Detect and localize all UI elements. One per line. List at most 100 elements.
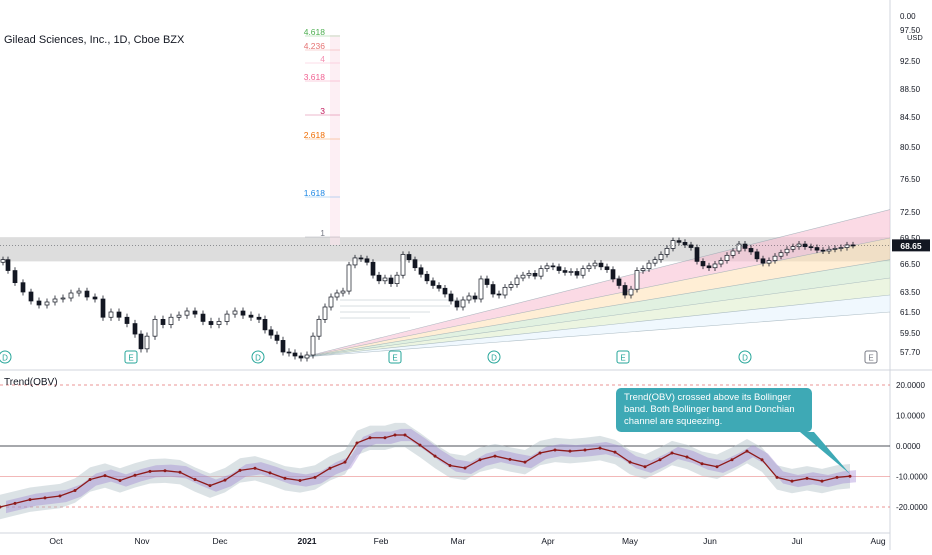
indicator-tick-label: -10.0000 <box>896 473 928 482</box>
candle-body <box>616 278 622 286</box>
candle-body <box>628 288 634 296</box>
candle-body <box>568 271 574 273</box>
candle-body <box>328 296 334 308</box>
obv-point <box>538 451 542 455</box>
price-tick-label: 84.50 <box>900 113 921 122</box>
candle-body <box>370 261 376 276</box>
bollinger-band <box>6 428 856 514</box>
candle-body <box>216 321 222 325</box>
candle-body <box>268 329 274 336</box>
event-marker[interactable]: E <box>616 350 630 364</box>
candle-body <box>598 262 604 268</box>
obv-point <box>493 454 497 458</box>
obv-point <box>313 475 317 479</box>
obv-point <box>835 475 839 479</box>
indicator-tick-label: -20.0000 <box>896 503 928 512</box>
candle-body <box>544 265 550 270</box>
candlestick-series: 68.65 <box>0 237 930 362</box>
time-tick-label: Feb <box>374 536 389 546</box>
candle-body <box>718 260 724 265</box>
candle-body <box>168 316 174 325</box>
event-marker[interactable]: E <box>864 350 878 364</box>
candle-body <box>322 306 328 320</box>
candle-body <box>646 262 652 270</box>
fib-fan-line <box>303 311 891 358</box>
obv-point <box>700 462 704 466</box>
obv-point <box>28 498 32 502</box>
obv-point <box>193 478 197 482</box>
event-marker[interactable]: D <box>251 350 265 364</box>
obv-point <box>88 478 92 482</box>
fib-level-label: 4 <box>320 54 325 64</box>
obv-point <box>553 448 557 452</box>
candle-body <box>484 278 490 285</box>
candle-body <box>550 265 556 268</box>
indicator-title[interactable]: Trend(OBV) <box>4 377 58 388</box>
candle-body <box>60 297 66 300</box>
candle-body <box>124 316 130 324</box>
event-marker[interactable]: E <box>388 350 402 364</box>
candle-body <box>292 352 298 357</box>
candle-body <box>466 295 472 301</box>
obv-point <box>820 479 824 483</box>
event-marker[interactable]: E <box>124 350 138 364</box>
candle-body <box>754 251 760 260</box>
obv-point <box>775 475 779 479</box>
obv-point <box>223 478 227 482</box>
candle-body <box>748 248 754 253</box>
candle-body <box>12 270 18 284</box>
candle-body <box>688 244 694 248</box>
obv-point <box>103 474 107 478</box>
fib-level-label: 2.618 <box>304 130 326 140</box>
candle-body <box>208 321 214 325</box>
candle-body <box>694 247 700 262</box>
obv-point <box>0 505 2 509</box>
fib-fan-line <box>303 259 891 358</box>
event-marker[interactable]: D <box>487 350 501 364</box>
annotation-callout[interactable]: Trend(OBV) crossed above its Bollinger b… <box>616 388 812 432</box>
obv-point <box>118 478 122 482</box>
candle-body <box>92 296 98 300</box>
candle-body <box>382 277 388 282</box>
candle-body <box>670 240 676 249</box>
candle-body <box>430 280 436 286</box>
fibonacci-fan: 4.618 4.236 4 3.618 3 2.618 1.618 1 <box>303 27 891 358</box>
fib-level-label: 1.618 <box>304 188 326 198</box>
candle-body <box>460 299 466 308</box>
candle-body <box>478 278 484 300</box>
candle-body <box>574 271 580 276</box>
candle-body <box>730 250 736 256</box>
candle-body <box>790 246 796 250</box>
candle-body <box>334 292 340 298</box>
obv-point <box>163 469 167 473</box>
fib-fan-line <box>303 237 891 358</box>
candle-body <box>52 298 58 303</box>
candle-body <box>502 286 508 296</box>
time-tick-label: 2021 <box>298 536 317 546</box>
fib-extension-band <box>330 35 340 245</box>
candle-body <box>84 290 90 298</box>
candle-body <box>700 261 706 267</box>
event-marker-label: D <box>491 354 497 363</box>
fib-fan-line <box>303 277 891 358</box>
candle-body <box>316 319 322 337</box>
event-marker-label: D <box>255 354 261 363</box>
dividend-marker-icon <box>487 350 501 364</box>
candle-body <box>736 243 742 252</box>
candle-body <box>256 316 262 320</box>
currency-label: USD <box>907 33 923 42</box>
event-marker[interactable]: D <box>0 350 12 364</box>
time-tick-label: Jun <box>703 536 717 546</box>
symbol-title[interactable]: Gilead Sciences, Inc., 1D, Cboe BZX <box>4 34 185 46</box>
obv-point <box>13 501 17 505</box>
event-marker[interactable]: D <box>738 350 752 364</box>
candle-body <box>538 268 544 277</box>
candle-body <box>640 268 646 271</box>
candle-body <box>160 319 166 325</box>
obv-point <box>805 476 809 480</box>
last-price-tag <box>892 239 930 252</box>
obv-point <box>583 448 587 452</box>
price-tick-label: 63.50 <box>900 288 921 297</box>
